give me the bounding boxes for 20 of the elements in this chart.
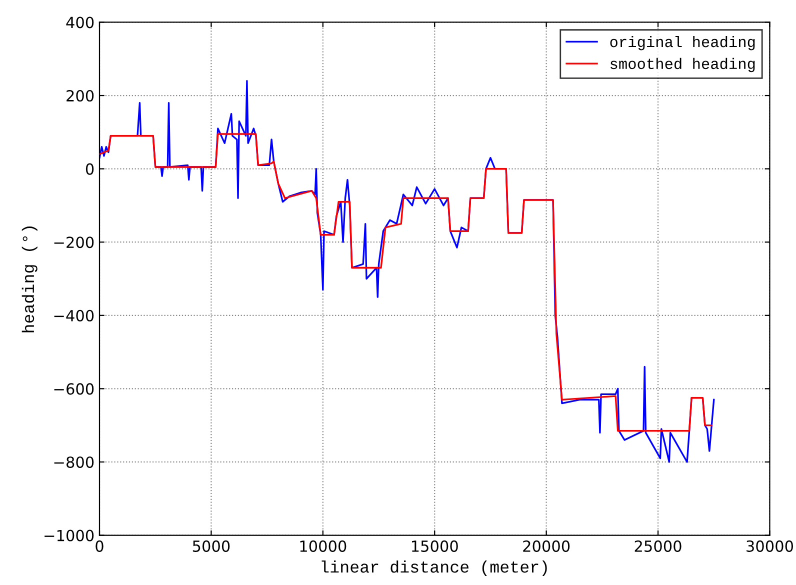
x-tick-label: 25000 [634,540,682,552]
x-tick-label: 10000 [300,540,346,552]
x-tick-label: 0 [96,540,104,552]
legend-label: smoothed heading [610,58,755,72]
y-tick-label: 0 [86,163,94,175]
y-tick-label: −1000 [44,530,94,542]
x-tick-label: 15000 [412,540,458,552]
y-tick-label: 200 [66,90,94,102]
x-tick-label: 5000 [192,540,230,552]
x-axis-title: linear distance (meter) [322,560,547,576]
y-tick-label: −200 [54,236,94,248]
y-tick-label: −600 [54,383,94,395]
legend-label: original heading [610,36,755,50]
y-tick-label: 400 [66,16,94,28]
line-series [100,133,712,432]
x-tick-label: 20000 [523,540,570,552]
y-tick-label: −800 [54,456,94,468]
x-tick-label: 30000 [746,540,794,552]
y-axis-title: heading (°) [22,226,38,332]
y-tick-label: −400 [54,310,94,322]
